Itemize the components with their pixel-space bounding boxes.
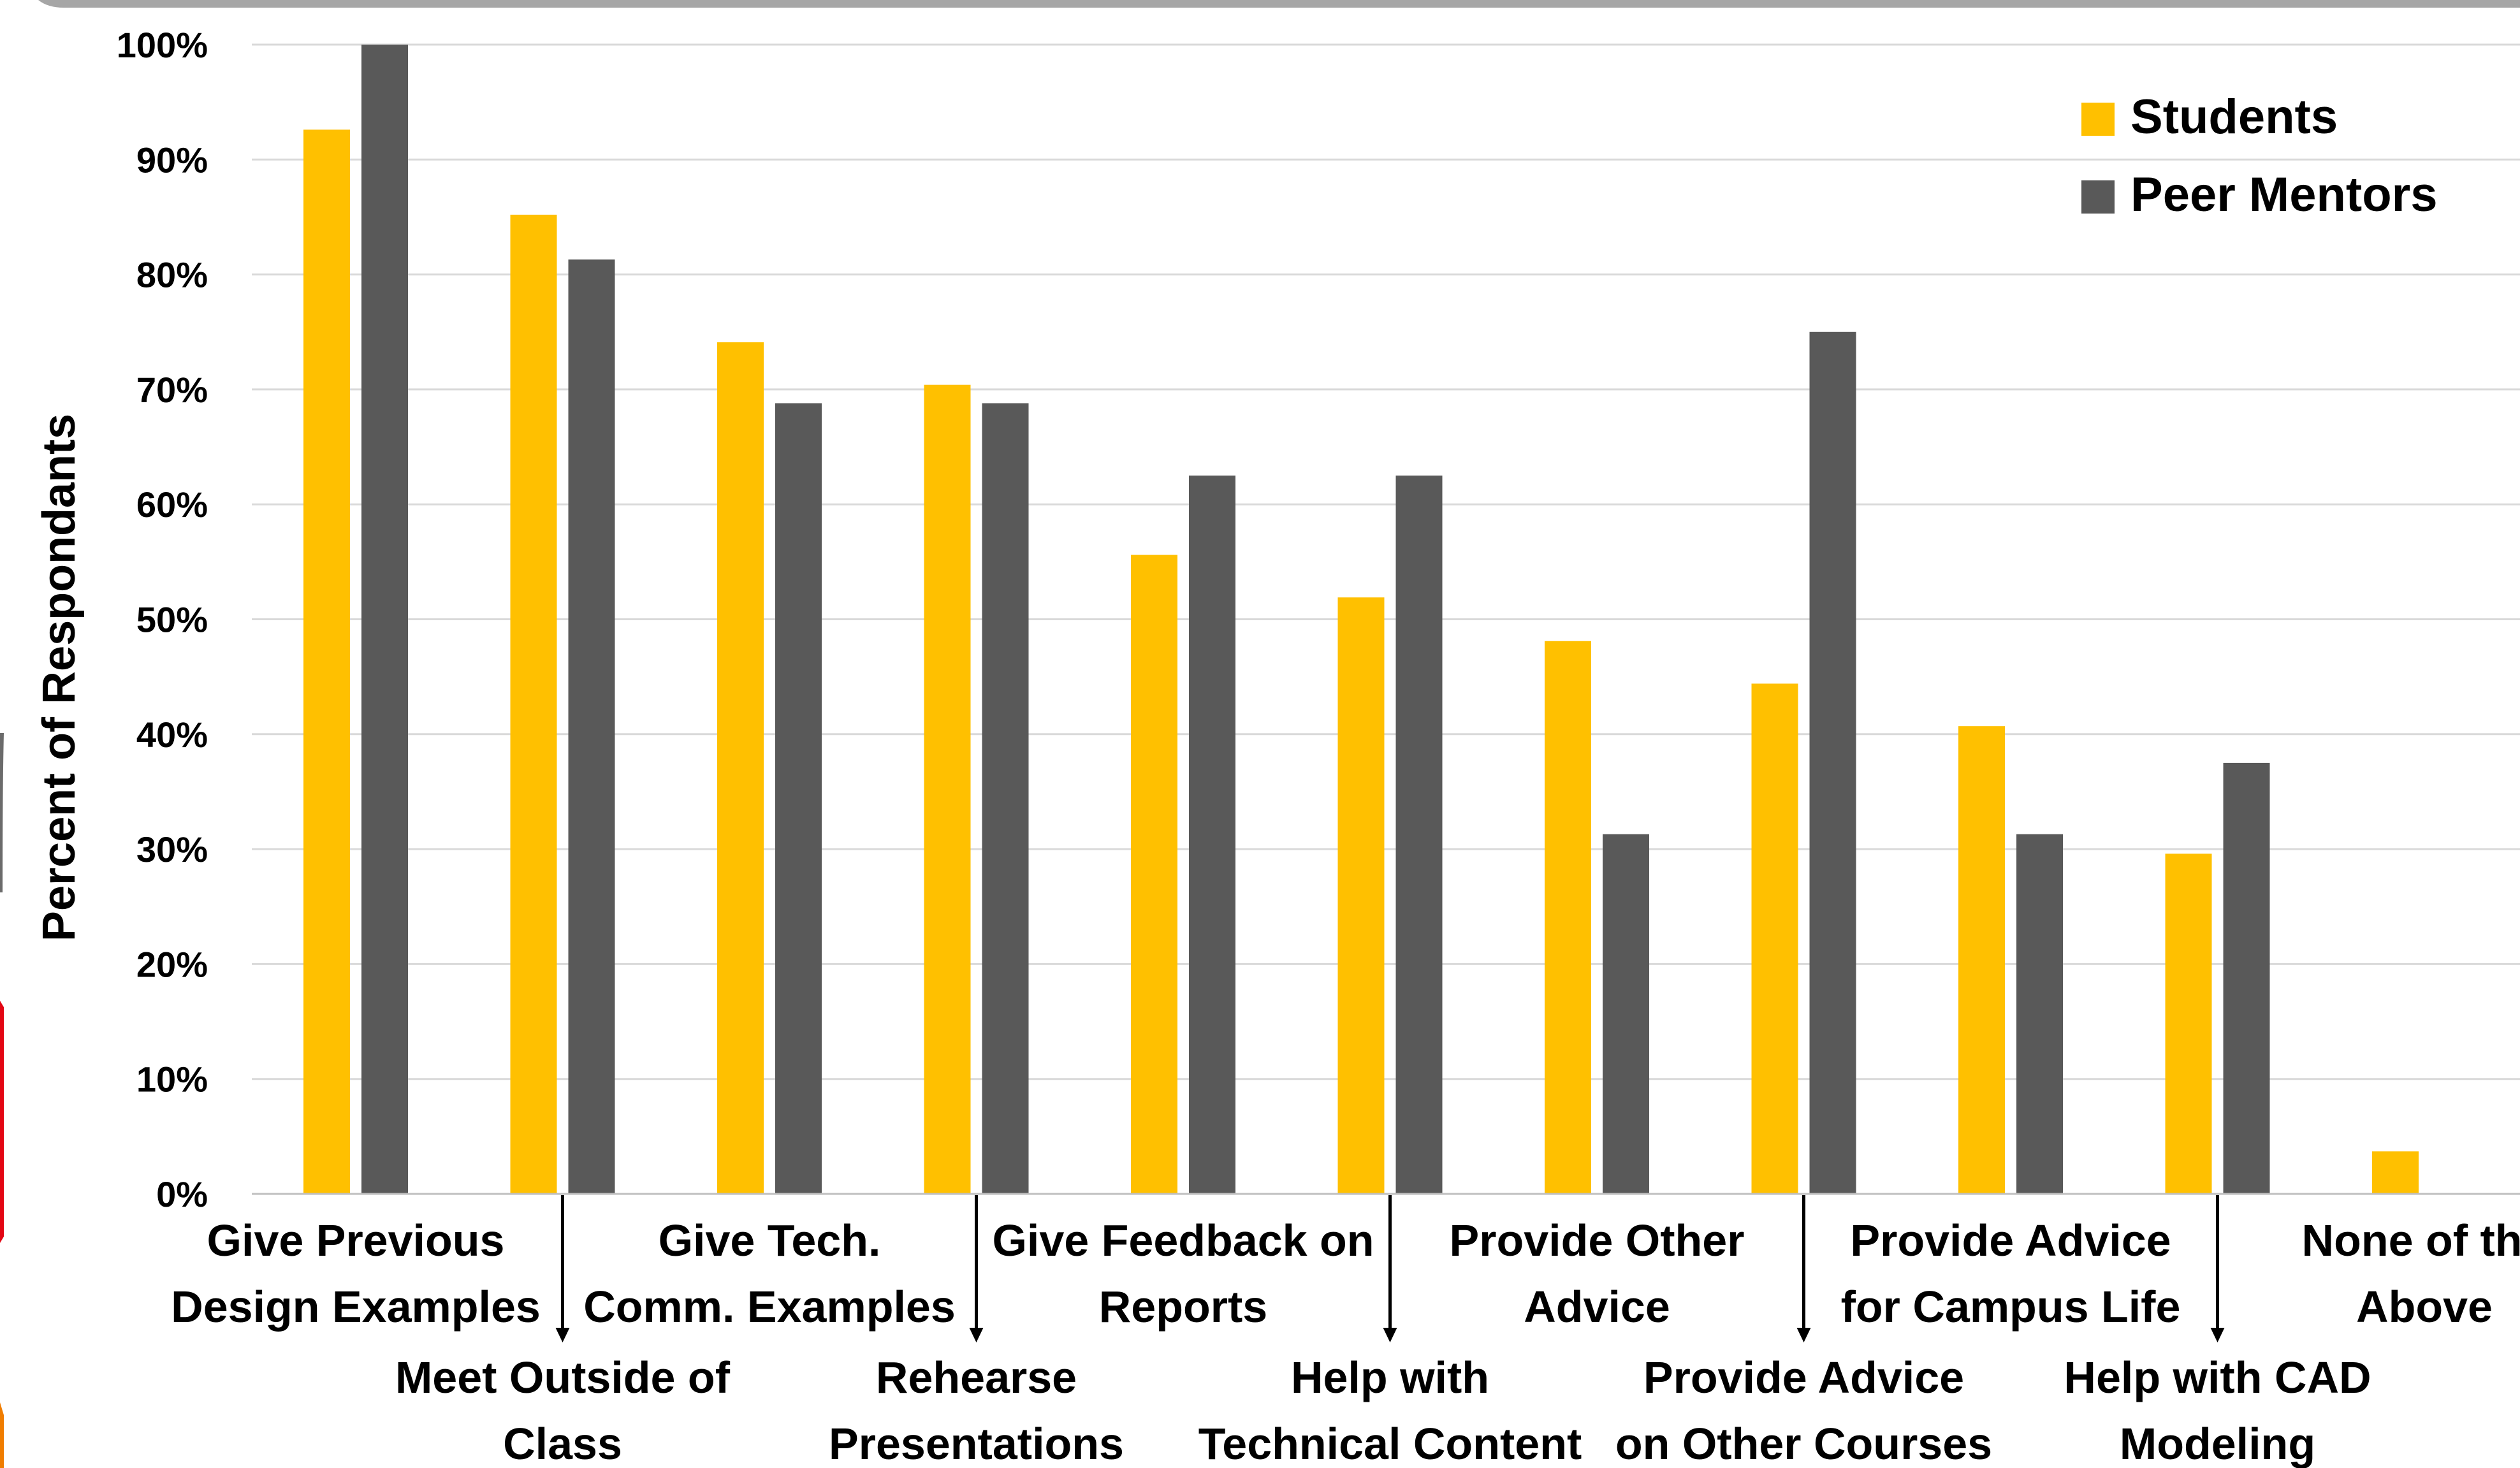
x-category-label: Give Tech. <box>659 1216 881 1265</box>
x-category-label: Technical Content <box>1198 1419 1582 1468</box>
bar-students <box>510 214 557 1194</box>
x-category-label: Presentations <box>829 1419 1124 1468</box>
bar-peer-mentors <box>1395 476 1443 1194</box>
bar-peer-mentors <box>2223 762 2270 1194</box>
y-tick-label: 20% <box>136 944 208 984</box>
bar-students <box>1131 555 1177 1194</box>
bar-students <box>924 384 971 1194</box>
y-tick-label: 100% <box>117 25 208 65</box>
x-category-label: Modeling <box>2120 1419 2315 1468</box>
bar-peer-mentors <box>982 403 1029 1194</box>
y-axis-title: Percent of Respondants <box>34 414 85 941</box>
x-category-label: on Other Courses <box>1615 1419 1992 1468</box>
x-category-label: Advice <box>1524 1282 1670 1332</box>
x-category-label: Rehearse <box>876 1353 1077 1402</box>
y-tick-label: 50% <box>136 600 208 640</box>
y-tick-label: 80% <box>136 255 208 295</box>
label-pointer-arrowhead <box>1383 1328 1397 1342</box>
bar-peer-mentors <box>361 45 408 1194</box>
legend-label-students: Students <box>2130 90 2338 144</box>
bars <box>303 45 2419 1194</box>
y-gridlines <box>252 43 2520 1080</box>
label-pointer-arrowhead <box>555 1328 570 1342</box>
bar-peer-mentors <box>2016 834 2063 1194</box>
legend-label-peer-mentors: Peer Mentors <box>2130 168 2438 222</box>
bar-peer-mentors <box>1603 834 1649 1194</box>
x-category-label: Help with <box>1291 1353 1489 1402</box>
bar-peer-mentors <box>775 403 822 1194</box>
bar-students <box>303 129 350 1194</box>
bar-students <box>2165 854 2212 1194</box>
y-tick-labels: 0% 10% 20% 30% 40% 50% 60% 70% 80% 90% 100% <box>117 25 208 1214</box>
x-category-label: Give Feedback on <box>992 1216 1374 1265</box>
bar-students <box>1958 726 2005 1194</box>
y-tick-label: 30% <box>136 829 208 869</box>
left-frame-edge-gray <box>0 733 4 892</box>
label-pointer-arrowhead <box>1796 1328 1811 1342</box>
x-category-label: Give Previous <box>207 1216 505 1265</box>
left-frame-edge-orange <box>0 1402 4 1468</box>
x-category-label: Help with CAD <box>2064 1353 2371 1402</box>
x-category-label: Provide Other <box>1450 1216 1745 1265</box>
bar-students <box>717 342 764 1194</box>
bar-peer-mentors <box>568 259 615 1194</box>
x-category-label: Class <box>503 1419 622 1468</box>
y-tick-label: 90% <box>136 140 208 180</box>
y-tick-label: 70% <box>136 370 208 410</box>
bar-students <box>1751 683 1798 1194</box>
bar-students <box>1337 597 1385 1194</box>
y-tick-label: 40% <box>136 715 208 755</box>
x-category-label: Design Examples <box>171 1282 541 1332</box>
bar-peer-mentors <box>1189 476 1235 1194</box>
label-pointer-arrowhead <box>969 1328 984 1342</box>
label-pointer-arrowhead <box>2210 1328 2225 1342</box>
y-tick-label: 0% <box>156 1174 208 1214</box>
x-category-label: Provide Advice <box>1850 1216 2171 1265</box>
x-category-label: Meet Outside of <box>395 1353 731 1402</box>
top-frame-edge <box>38 0 2520 8</box>
x-category-label: None of the <box>2302 1216 2520 1265</box>
x-category-label: Comm. Examples <box>583 1282 956 1332</box>
legend-swatch-peer-mentors <box>2081 180 2115 214</box>
x-category-label: for Campus Life <box>1841 1282 2181 1332</box>
bar-students <box>2372 1151 2419 1194</box>
x-category-label: Above <box>2356 1282 2493 1332</box>
x-category-labels: Give Previous Design Examples Meet Outside… <box>171 1195 2520 1468</box>
left-frame-edge-red <box>0 1001 4 1243</box>
y-tick-label: 10% <box>136 1059 208 1100</box>
legend-swatch-students <box>2081 103 2115 136</box>
bar-peer-mentors <box>1809 331 1856 1194</box>
legend: Students Peer Mentors <box>2081 90 2438 222</box>
x-category-label: Provide Advice <box>1643 1353 1964 1402</box>
x-category-label: Reports <box>1099 1282 1267 1332</box>
bar-students <box>1545 641 1591 1194</box>
y-tick-label: 60% <box>136 484 208 525</box>
